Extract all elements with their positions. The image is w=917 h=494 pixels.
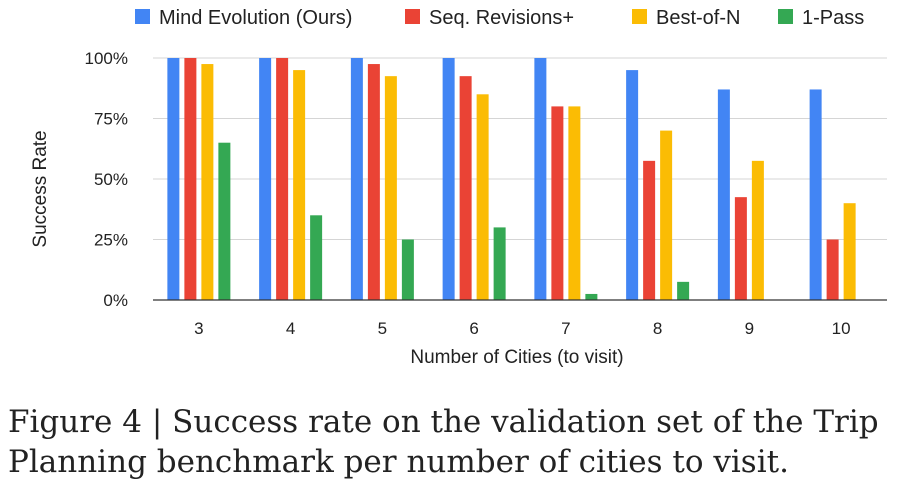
figure-caption: Figure 4 | Success rate on the validatio… (8, 402, 913, 482)
bar-seq-revisions-5 (367, 64, 380, 300)
y-tick-label: 100% (85, 49, 128, 68)
x-tick-label: 10 (832, 319, 851, 338)
legend-item: Mind Evolution (Ours) (135, 7, 352, 29)
y-tick-label: 50% (94, 170, 128, 189)
x-tick-label: 4 (286, 319, 295, 338)
legend-label: 1-Pass (802, 7, 864, 29)
y-tick-label: 75% (94, 110, 128, 129)
bar-chart: Mind Evolution (Ours) Seq. Revisions+ Best… (30, 7, 887, 368)
bar-best-of-n-4 (293, 70, 306, 300)
legend-swatch (778, 9, 793, 24)
x-tick-label: 6 (469, 319, 478, 338)
legend-swatch (405, 9, 420, 24)
legend-item: Best-of-N (632, 7, 740, 29)
bar-best-of-n-6 (476, 94, 489, 300)
y-tick-label: 0% (103, 291, 128, 310)
bar-1-pass-8 (677, 281, 690, 300)
gridlines (153, 57, 887, 240)
bar-seq-revisions-7 (551, 106, 564, 301)
legend-swatch (632, 9, 647, 24)
bar-mind-evolution-ours-4 (259, 58, 272, 300)
bar-1-pass-6 (493, 227, 506, 300)
bar-mind-evolution-ours-7 (534, 58, 547, 300)
bar-best-of-n-8 (660, 130, 673, 300)
bar-mind-evolution-ours-10 (809, 89, 822, 301)
bar-seq-revisions-9 (734, 197, 747, 300)
x-tick-label: 7 (561, 319, 570, 338)
bar-seq-revisions-4 (276, 58, 289, 300)
x-tick-label: 8 (653, 319, 662, 338)
bar-mind-evolution-ours-3 (167, 58, 180, 300)
bar-mind-evolution-ours-5 (350, 58, 363, 300)
bar-seq-revisions-6 (459, 76, 472, 301)
legend-swatch (135, 9, 150, 24)
bar-best-of-n-7 (568, 106, 581, 301)
bar-1-pass-5 (401, 239, 414, 300)
bar-seq-revisions-8 (643, 160, 656, 300)
bar-1-pass-4 (310, 215, 323, 300)
x-tick-label: 9 (745, 319, 754, 338)
bar-best-of-n-3 (201, 64, 214, 300)
legend-item: Seq. Revisions+ (405, 7, 574, 29)
y-tick-label: 25% (94, 231, 128, 250)
bar-seq-revisions-10 (826, 239, 839, 300)
bars (167, 58, 856, 301)
x-tick-label: 3 (194, 319, 203, 338)
x-axis-ticks: 3 4 5 6 7 8 9 10 (194, 319, 850, 338)
legend: Mind Evolution (Ours) Seq. Revisions+ Best… (135, 7, 864, 29)
y-axis-ticks: 0% 25% 50% 75% 100% (85, 49, 128, 310)
y-axis-title: Success Rate (30, 130, 51, 247)
bar-best-of-n-5 (384, 76, 397, 301)
bar-1-pass-3 (218, 142, 231, 300)
legend-label: Best-of-N (656, 7, 740, 29)
bar-mind-evolution-ours-8 (626, 70, 639, 300)
legend-label: Mind Evolution (Ours) (159, 7, 352, 29)
legend-label: Seq. Revisions+ (429, 7, 574, 29)
bar-mind-evolution-ours-9 (717, 89, 730, 301)
x-tick-label: 5 (378, 319, 387, 338)
caption-line-1: Figure 4 | Success rate on the validatio… (8, 404, 879, 440)
bar-1-pass-7 (585, 293, 598, 300)
bar-best-of-n-10 (843, 203, 856, 300)
bar-mind-evolution-ours-6 (442, 58, 455, 300)
x-axis-title: Number of Cities (to visit) (410, 347, 623, 368)
bar-best-of-n-9 (751, 160, 764, 300)
legend-item: 1-Pass (778, 7, 864, 29)
caption-line-2: Planning benchmark per number of cities … (8, 444, 789, 480)
bar-seq-revisions-3 (184, 58, 197, 300)
